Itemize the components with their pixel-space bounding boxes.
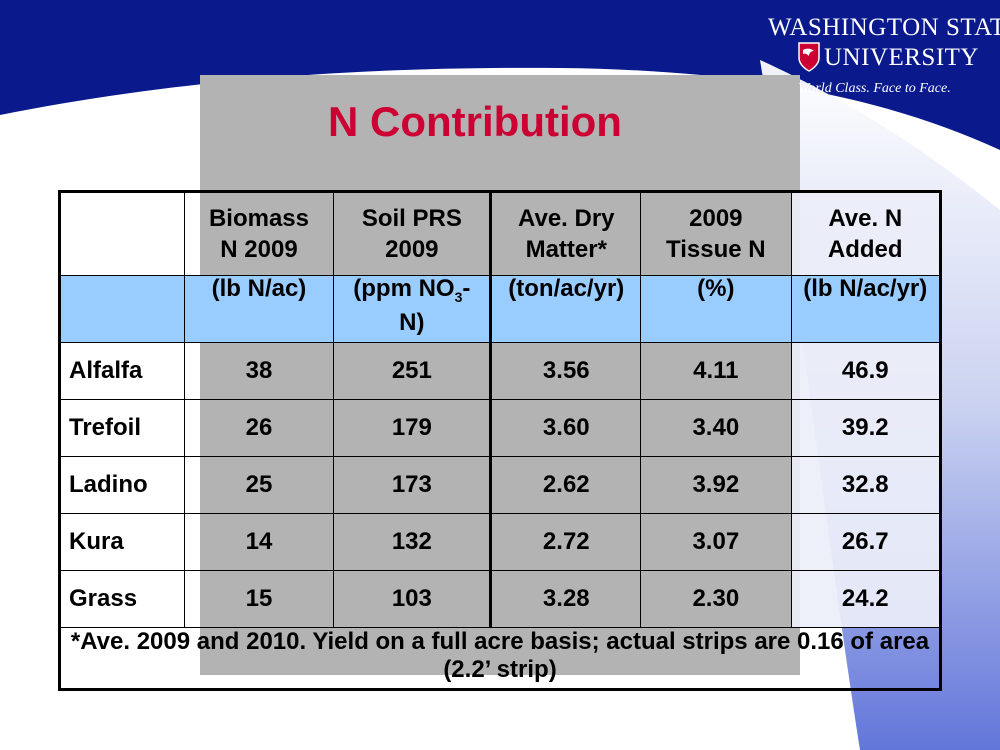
cell-dry: 3.56 — [489, 342, 642, 400]
row-name: Trefoil — [59, 399, 185, 457]
slide-title: N Contribution — [328, 98, 622, 145]
header-soil-prs: Soil PRS 2009 — [333, 191, 492, 276]
cell-added: 46.9 — [790, 342, 941, 400]
cell-biomass: 14 — [183, 513, 335, 571]
logo-tagline: World Class. Face to Face. — [798, 81, 951, 96]
table-row: Alfalfa 38 251 3.56 4.11 46.9 — [59, 342, 941, 400]
table-footnote: *Ave. 2009 and 2010. Yield on a full acr… — [59, 627, 941, 690]
logo-line-1: WASHINGTON STATE — [768, 14, 1000, 41]
header-biomass: Biomass N 2009 — [183, 191, 335, 276]
header-row: Biomass N 2009 Soil PRS 2009 Ave. Dry Matte… — [59, 191, 941, 276]
n-contribution-table: Biomass N 2009 Soil PRS 2009 Ave. Dry Matte… — [58, 190, 942, 691]
row-name: Ladino — [59, 456, 185, 514]
header-n-added: Ave. N Added — [790, 191, 941, 276]
cell-dry: 2.62 — [489, 456, 642, 514]
cell-tissue: 4.11 — [640, 342, 792, 400]
logo-line-2: UNIVERSITY — [824, 44, 979, 71]
cell-added: 39.2 — [790, 399, 941, 457]
row-name: Grass — [59, 570, 185, 628]
cell-biomass: 38 — [183, 342, 335, 400]
header-dry-matter: Ave. Dry Matter* — [489, 191, 642, 276]
units-row: (lb N/ac) (ppm NO3- N) (ton/ac/yr) (%) (l… — [59, 275, 941, 343]
table-row: Ladino 25 173 2.62 3.92 32.8 — [59, 456, 941, 514]
cell-biomass: 25 — [183, 456, 335, 514]
units-empty — [59, 275, 185, 343]
row-name: Alfalfa — [59, 342, 185, 400]
header-empty — [59, 191, 185, 276]
cell-biomass: 15 — [183, 570, 335, 628]
units-tissue: (%) — [640, 275, 792, 343]
cell-soil: 132 — [333, 513, 492, 571]
cell-dry: 2.72 — [489, 513, 642, 571]
footnote-row: *Ave. 2009 and 2010. Yield on a full acr… — [59, 627, 941, 690]
units-dry-matter: (ton/ac/yr) — [489, 275, 642, 343]
cell-biomass: 26 — [183, 399, 335, 457]
cell-tissue: 2.30 — [640, 570, 792, 628]
university-logo: WASHINGTON STATE UNIVERSITY World Class.… — [760, 8, 1000, 98]
cell-dry: 3.60 — [489, 399, 642, 457]
cell-tissue: 3.40 — [640, 399, 792, 457]
cell-soil: 103 — [333, 570, 492, 628]
cell-added: 32.8 — [790, 456, 941, 514]
header-tissue-n: 2009 Tissue N — [640, 191, 792, 276]
units-biomass: (lb N/ac) — [183, 275, 335, 343]
table-row: Kura 14 132 2.72 3.07 26.7 — [59, 513, 941, 571]
wsu-crest-icon — [798, 42, 820, 72]
top-banner-swoosh — [0, 0, 1000, 150]
table-row: Grass 15 103 3.28 2.30 24.2 — [59, 570, 941, 628]
cell-tissue: 3.07 — [640, 513, 792, 571]
table-row: Trefoil 26 179 3.60 3.40 39.2 — [59, 399, 941, 457]
cell-tissue: 3.92 — [640, 456, 792, 514]
cell-soil: 179 — [333, 399, 492, 457]
cell-soil: 251 — [333, 342, 492, 400]
cell-soil: 173 — [333, 456, 492, 514]
units-added: (lb N/ac/yr) — [790, 275, 941, 343]
cell-dry: 3.28 — [489, 570, 642, 628]
cell-added: 26.7 — [790, 513, 941, 571]
cell-added: 24.2 — [790, 570, 941, 628]
row-name: Kura — [59, 513, 185, 571]
units-soil: (ppm NO3- N) — [333, 275, 492, 343]
